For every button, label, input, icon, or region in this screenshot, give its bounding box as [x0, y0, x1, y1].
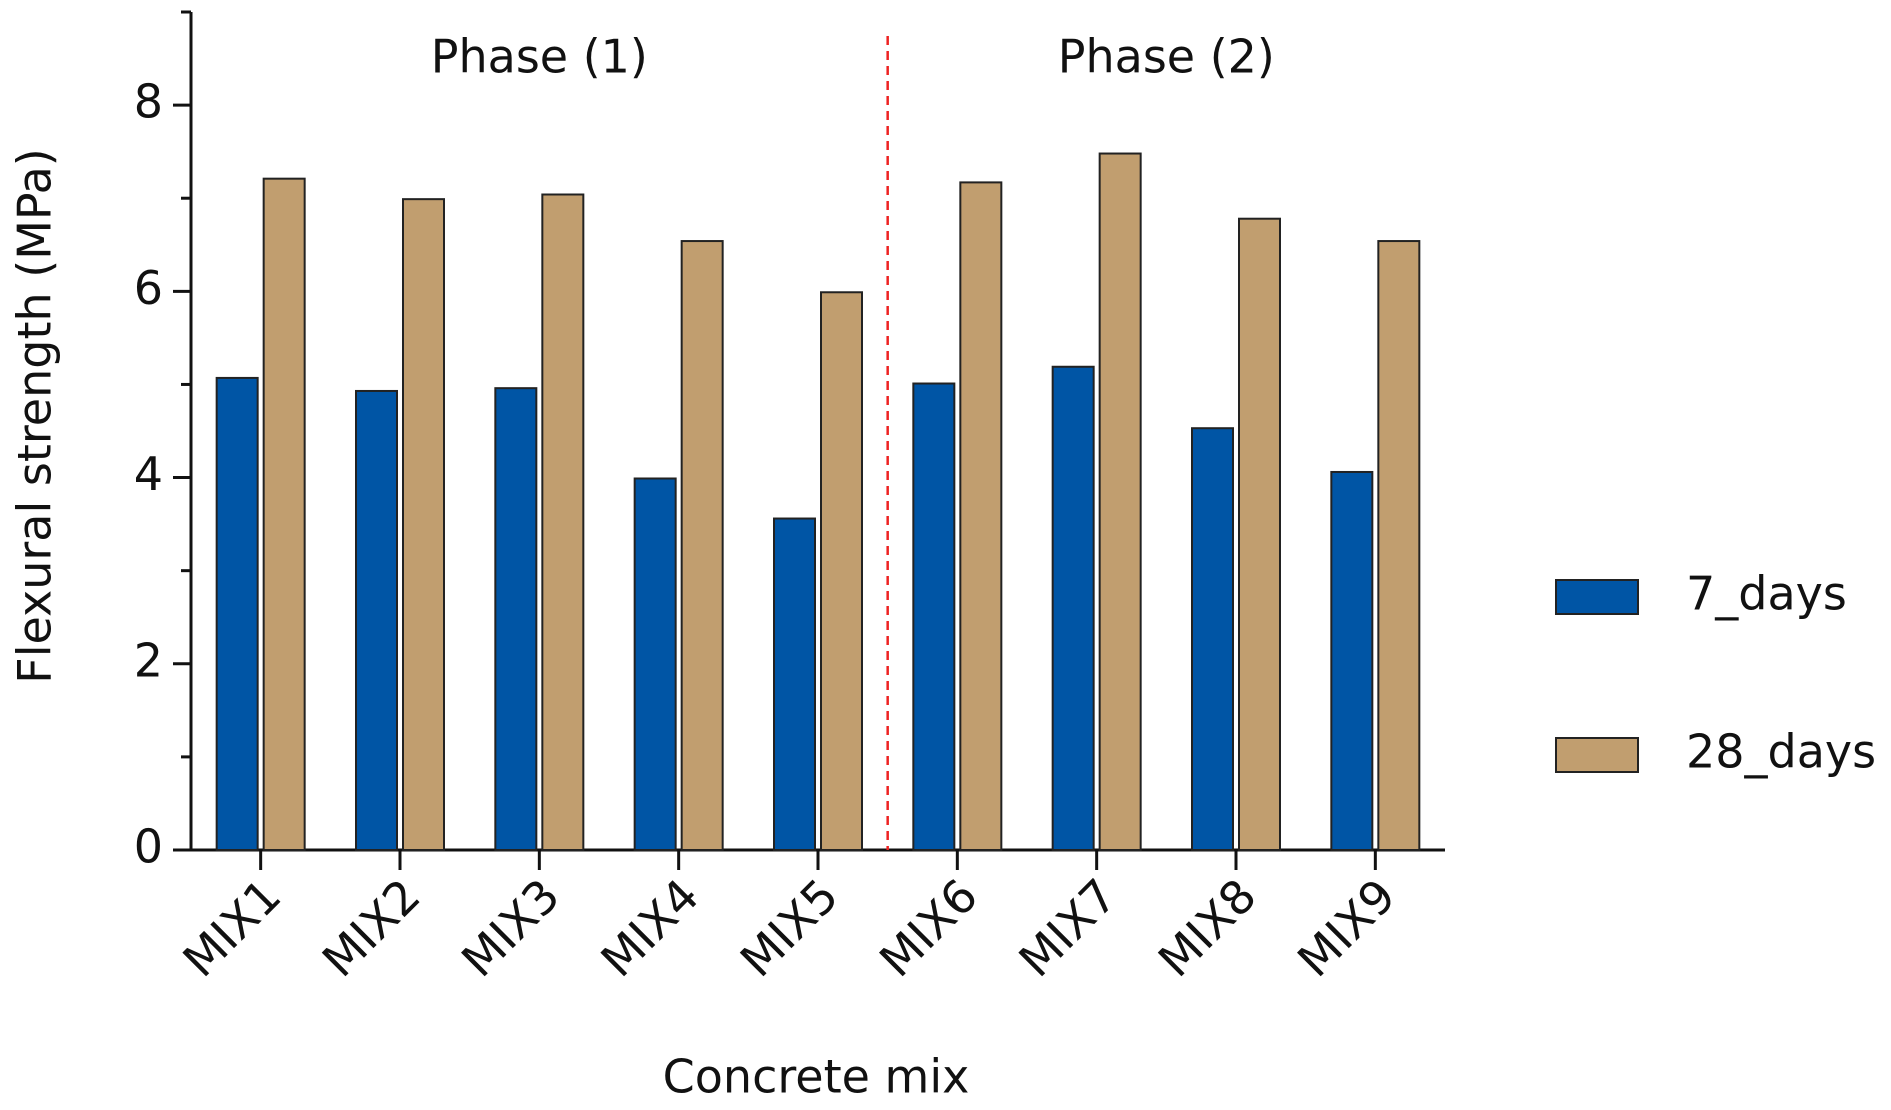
- bar: [494, 387, 538, 851]
- bar: [1330, 470, 1374, 851]
- bar: [1238, 217, 1281, 851]
- x-tick-label: MIX9: [1287, 868, 1406, 987]
- bar: [959, 181, 1003, 852]
- phase-label: Phase (2): [1058, 30, 1275, 84]
- y-tick-label: 0: [134, 820, 163, 874]
- bar: [262, 177, 306, 851]
- x-tick-label: MIX2: [312, 868, 431, 987]
- bar: [912, 382, 956, 851]
- x-tick-label: MIX4: [590, 868, 709, 987]
- y-tick-label: 6: [134, 261, 163, 315]
- bar: [680, 240, 724, 851]
- bar: [633, 477, 677, 851]
- legend-label: 7_days: [1686, 567, 1847, 621]
- legend-swatch: [1555, 579, 1639, 615]
- bar: [402, 198, 445, 852]
- bar: [215, 376, 259, 851]
- x-tick-label: MIX1: [172, 868, 291, 987]
- y-tick-label: 2: [134, 633, 163, 687]
- phase-label: Phase (1): [431, 30, 648, 84]
- x-tick-label: MIX8: [1148, 868, 1267, 987]
- bar: [1098, 152, 1142, 852]
- x-tick-label: MIX3: [451, 868, 570, 987]
- legend-label: 28_days: [1686, 725, 1876, 779]
- y-axis-title: Flexural strength (MPa): [8, 148, 62, 683]
- bar: [773, 517, 816, 851]
- x-tick-label: MIX7: [1008, 868, 1127, 987]
- x-tick-label: MIX5: [730, 868, 849, 987]
- y-tick-label: 4: [134, 447, 163, 501]
- x-tick-label: MIX6: [869, 868, 988, 987]
- bar: [355, 389, 398, 851]
- bar: [1051, 365, 1095, 851]
- bar: [820, 291, 863, 851]
- bar: [1377, 240, 1421, 851]
- bar: [541, 193, 585, 851]
- y-tick-label: 8: [134, 75, 163, 129]
- legend-swatch: [1555, 737, 1639, 773]
- x-axis-title: Concrete mix: [663, 1050, 970, 1104]
- bar: [1191, 427, 1234, 851]
